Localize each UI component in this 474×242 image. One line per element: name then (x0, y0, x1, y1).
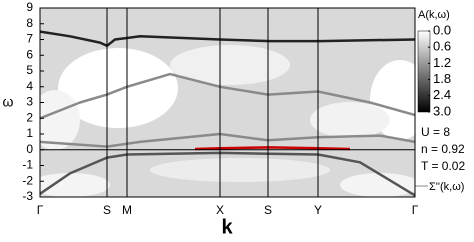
annotation: n = 0.92 (421, 142, 465, 156)
y-tick-label: -1 (22, 158, 33, 172)
colorbar-tick-label: 2.4 (433, 87, 451, 102)
y-tick-label: 0 (26, 142, 33, 156)
x-tick-label: Γ (37, 203, 44, 217)
colorbar-tick-label: 0.0 (433, 22, 451, 37)
y-tick-label: 9 (26, 0, 33, 14)
colorbar-tick-label: 0.6 (433, 39, 451, 54)
y-axis-label: ω (3, 94, 14, 110)
y-tick-label: 2 (26, 110, 33, 124)
x-tick-label: S (264, 203, 272, 217)
x-tick-label: X (216, 203, 224, 217)
y-tick-label: 6 (26, 47, 33, 61)
y-tick-label: 1 (26, 126, 33, 140)
x-tick-label: M (122, 203, 132, 217)
legend-label: Σ''(k,ω) (429, 181, 464, 193)
x-tick-label: S (103, 203, 111, 217)
y-tick-label: 4 (26, 79, 33, 93)
colorbar-tick-label: 3.0 (433, 103, 451, 118)
y-tick-label: 3 (26, 95, 33, 109)
band-line (40, 72, 415, 120)
y-tick-label: 7 (26, 32, 33, 46)
y-tick-label: 5 (26, 63, 33, 77)
x-tick-label: Γ (412, 203, 419, 217)
band-line (40, 151, 415, 197)
heatmap-regions (40, 45, 415, 197)
colorbar (417, 30, 431, 113)
band-line (194, 146, 351, 151)
y-tick-label: 8 (26, 16, 33, 30)
colorbar-label: A(k,ω) (418, 9, 450, 21)
x-tick-label: Y (314, 203, 322, 217)
y-tick-label: -2 (22, 173, 33, 187)
band-line (40, 132, 415, 148)
y-tick-label: -3 (22, 189, 33, 203)
colorbar-tick-label: 1.2 (433, 55, 451, 70)
x-axis-label: k (221, 216, 233, 238)
annotation: U = 8 (421, 125, 450, 139)
colorbar-tick-label: 1.8 (433, 71, 451, 86)
annotation: T = 0.02 (421, 159, 465, 173)
